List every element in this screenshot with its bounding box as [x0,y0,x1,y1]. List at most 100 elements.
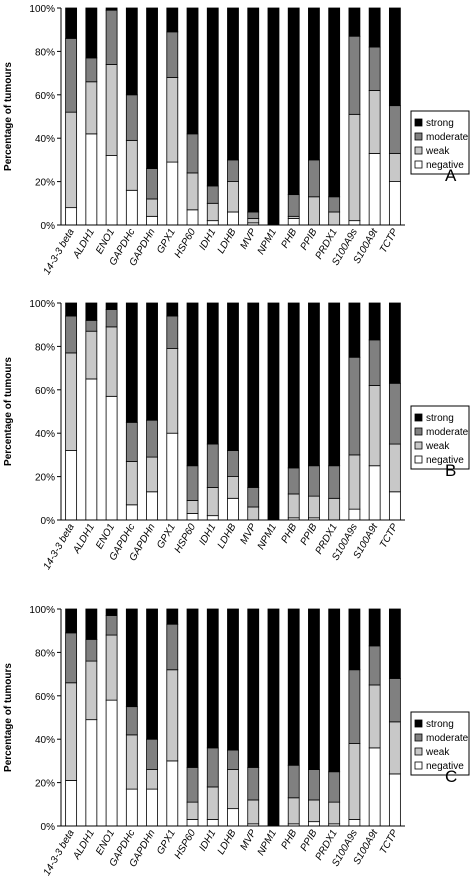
y-tick-label: 40% [35,429,55,440]
bar-segment-moderate [65,632,78,684]
bar-segment-strong [105,7,118,11]
x-tick-label: TCTP [378,828,401,856]
bar-segment-strong [105,608,118,616]
bar-segment-strong [125,302,138,423]
bar-segment-strong [267,608,280,827]
bar-segment-negative [186,819,199,827]
bar-segment-weak [125,139,138,191]
bar-segment-weak [368,90,381,154]
bar-segment-moderate [85,319,98,332]
bar-segment-weak [227,181,239,213]
bar-segment-negative [146,788,158,827]
bar-segment-moderate [227,749,239,770]
bar-segment-negative [105,395,118,521]
bar-segment-strong [368,608,381,647]
bar-segment-weak [388,721,401,775]
x-tick-label: NPM1 [256,828,279,858]
bar-segment-weak [308,196,320,226]
x-tick-label: 14-3-3 beta [42,227,77,277]
bar-segment-strong [388,7,401,107]
y-tick-label: 100% [29,299,55,310]
bar-segment-strong [308,302,320,467]
bar-segment-moderate [328,465,341,499]
bar-segment-strong [85,302,98,321]
legend-label-weak: weak [425,146,450,157]
y-axis-label: Percentage of tumours [3,663,14,772]
y-tick-label: 100% [29,4,55,15]
bar-segment-moderate [348,35,361,115]
legend: strong moderate weak negative [410,405,470,470]
bar-segment-moderate [206,443,219,488]
bar-segment-moderate [328,196,341,213]
bar-segment-moderate [186,767,199,803]
x-tick-label: LDHB [216,522,239,551]
y-tick-label: 60% [35,386,55,397]
y-tick-label: 60% [35,91,55,102]
bar-segment-weak [328,497,341,521]
y-tick-label: 80% [35,648,55,659]
bar-segment-moderate [146,168,158,200]
x-tick-label: PPIB [299,227,320,253]
bar-segment-weak [105,634,118,701]
bar-segment-strong [65,302,78,317]
y-tick-label: 40% [35,134,55,145]
bar-segment-weak [206,786,219,820]
bar-segment-moderate [308,769,320,801]
x-tick-label: PHB [279,227,299,251]
y-tick-label: 0% [41,221,56,232]
bar-segment-negative [348,819,361,827]
y-tick-label: 20% [35,473,55,484]
legend-swatch-strong [414,719,423,728]
bar-segment-strong [65,7,78,39]
bar-segment-strong [308,608,320,770]
bar-segment-moderate [125,94,138,141]
bar-segment-strong [166,302,179,317]
bar-segment-weak [186,500,199,514]
bar-segment-strong [388,302,401,384]
bar-segment-moderate [247,211,260,219]
bar-segment-moderate [388,678,401,723]
bar-segment-weak [85,330,98,380]
x-tick-label: NPM1 [256,227,279,257]
bar-segment-moderate [206,185,219,204]
bar-segment-moderate [125,706,138,736]
bar-segment-moderate [105,615,118,636]
bar-segment-strong [247,608,260,768]
bar-segment-negative [206,220,219,226]
bar-segment-moderate [65,315,78,354]
bar-segment-weak [105,326,118,397]
panel-label: C [445,767,457,786]
bar-segment-weak [227,769,239,810]
bar-segment-moderate [308,465,320,497]
legend-label-negative: negative [426,455,464,466]
bar-segment-negative [65,780,78,827]
x-tick-label: LDHB [216,828,239,857]
bar-segment-negative [206,819,219,827]
bar-segment-strong [166,7,179,33]
bar-segment-strong [287,302,300,469]
legend-label-negative: negative [426,761,464,772]
chart-panel-b: 0% 20% 40% 60% 80% 100% Percentage of tumours 1… [3,299,470,572]
bar-segment-weak [146,456,158,493]
bar-segment-strong [287,7,300,196]
bar-segment-strong [348,7,361,37]
bar-segment-negative [146,215,158,226]
x-tick-label: IDH1 [197,227,218,252]
bar-segment-negative [368,465,381,521]
legend-label-moderate: moderate [426,427,469,438]
bar-segment-moderate [388,382,401,445]
bar-segment-negative [186,513,199,521]
bar-segment-negative [388,491,401,521]
y-axis-label: Percentage of tumours [3,62,14,171]
bar-segment-negative [105,155,118,226]
x-tick-label: HSP60 [173,227,199,260]
bar-segment-weak [287,493,300,519]
bar-segment-strong [85,7,98,59]
bar-segment-moderate [166,315,179,349]
bar-segment-strong [125,608,138,708]
bar-segment-weak [65,111,78,209]
bar-segment-strong [206,302,219,445]
bar-segment-weak [328,211,341,226]
bar-segment-weak [328,801,341,825]
